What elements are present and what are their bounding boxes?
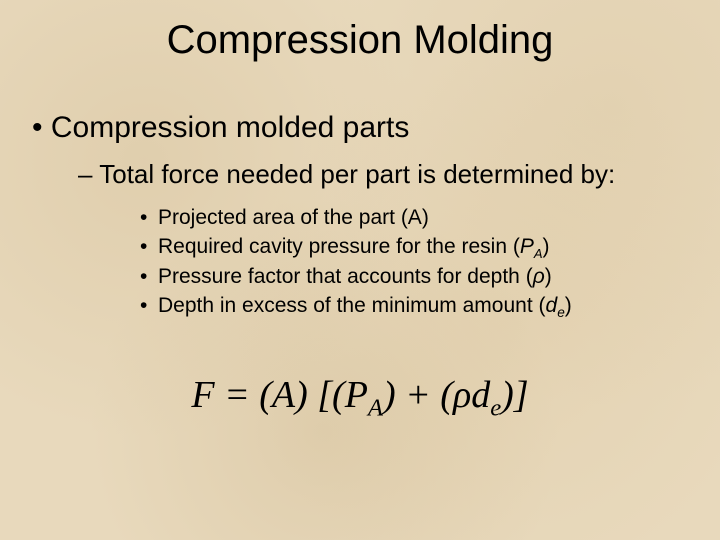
bullet-level1: • Compression molded parts (32, 111, 720, 145)
slide-title: Compression Molding (0, 0, 720, 63)
bullet-dot: • (140, 263, 158, 292)
formula-mid: ) + ( (383, 374, 453, 416)
sub-e: e (557, 305, 565, 320)
bullet-level3-item: •Pressure factor that accounts for depth… (140, 263, 720, 292)
bullet-dot: • (140, 233, 158, 262)
sub-A: A (368, 395, 383, 422)
formula-eq: = (A) [( (215, 374, 345, 416)
bullet-dot: • (140, 292, 158, 321)
bullet-level3-item: •Depth in excess of the minimum amount (… (140, 292, 720, 323)
formula-end: )] (501, 374, 528, 416)
bullet-level3-group: •Projected area of the part (A) •Require… (140, 204, 720, 323)
var-rho: ρ (453, 374, 471, 416)
var-d: d (546, 294, 558, 317)
var-F: F (191, 374, 214, 416)
var-rho: ρ (533, 265, 545, 288)
bullet-dot: • (32, 111, 43, 144)
bullet-text-prefix: Pressure factor that accounts for depth … (158, 265, 533, 288)
bullet-dot: • (140, 204, 158, 233)
bullet-level3-item: •Projected area of the part (A) (140, 204, 720, 233)
bullet-text-suffix: ) (545, 265, 552, 288)
bullet-text-suffix: ) (565, 294, 572, 317)
bullet-text: Compression molded parts (51, 111, 410, 144)
sub-e: e (490, 395, 501, 422)
var-d: d (471, 374, 490, 416)
bullet-text: Projected area of the part (A) (158, 206, 429, 229)
sub-A: A (534, 246, 543, 261)
bullet-text: Total force needed per part is determine… (99, 159, 615, 189)
bullet-level2: – Total force needed per part is determi… (78, 159, 720, 190)
var-P: P (345, 374, 368, 416)
bullet-text-suffix: ) (543, 235, 550, 258)
var-P: P (520, 235, 534, 258)
dash: – (78, 159, 92, 189)
bullet-text-prefix: Depth in excess of the minimum amount ( (158, 294, 546, 317)
bullet-text-prefix: Required cavity pressure for the resin ( (158, 235, 520, 258)
formula: F = (A) [(PA) + (ρde)] (0, 373, 720, 423)
bullet-level3-item: •Required cavity pressure for the resin … (140, 233, 720, 263)
